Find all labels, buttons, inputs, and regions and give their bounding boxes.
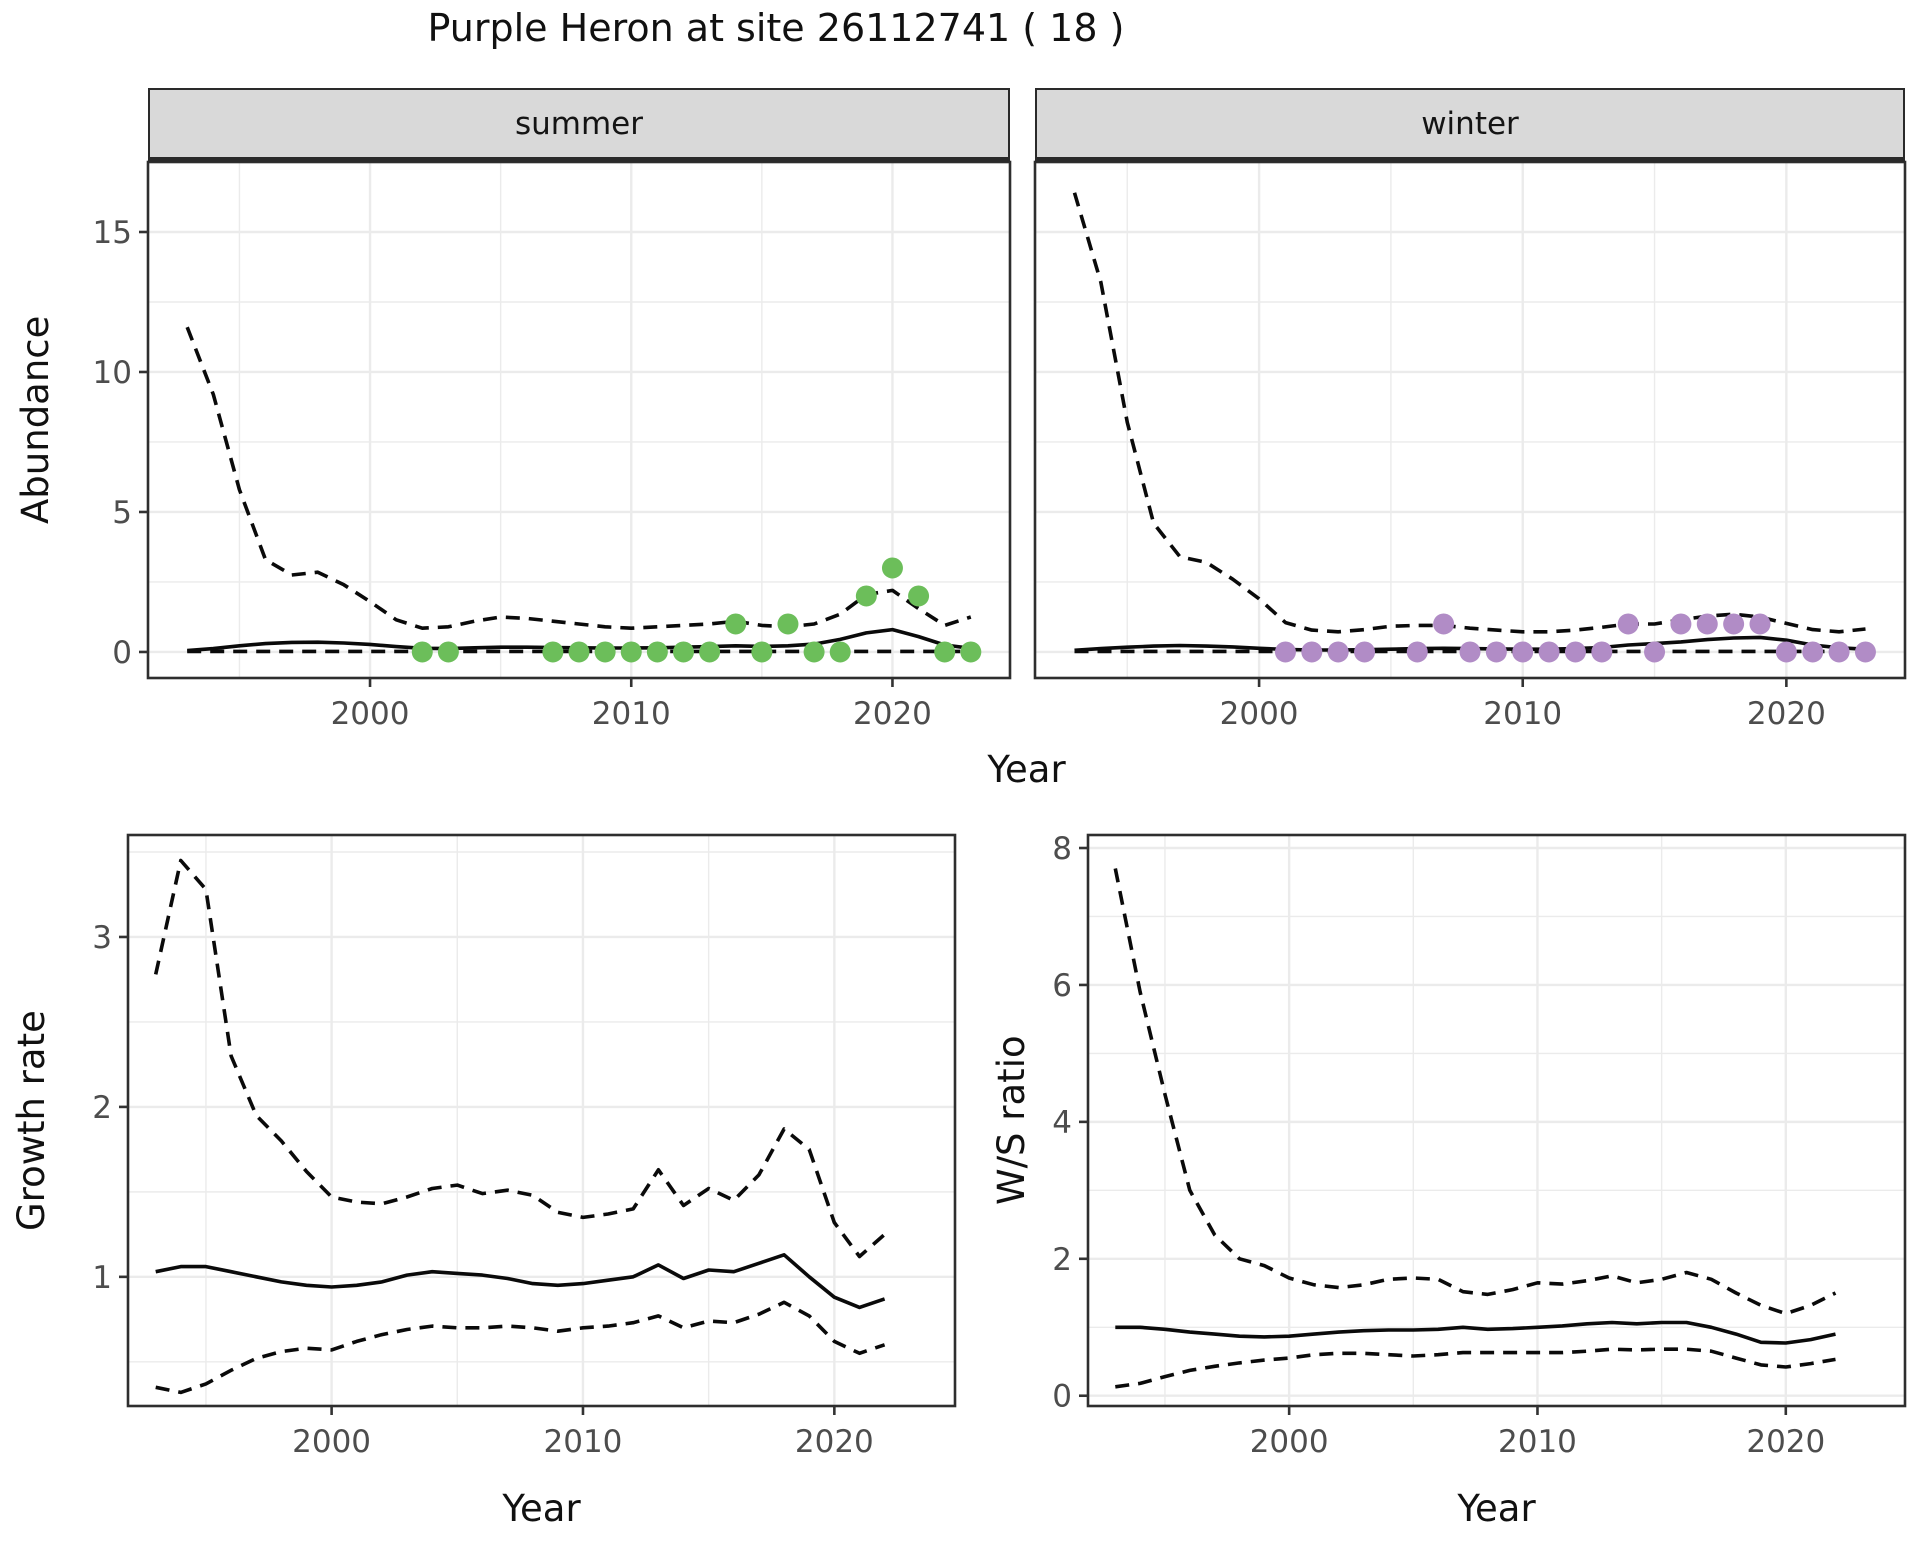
svg-text:4: 4 [1052,1105,1072,1141]
svg-text:2: 2 [92,1090,112,1126]
svg-text:2010: 2010 [1498,1424,1577,1460]
svg-text:3: 3 [92,920,112,956]
svg-text:2020: 2020 [1746,1424,1825,1460]
svg-text:15: 15 [93,215,132,251]
abundance-axis-title: Abundance [14,315,57,525]
growth-year-axis-title: Year [502,1487,581,1530]
ws-ratio-axis-title: W/S ratio [990,1035,1033,1206]
facet-strip-summer: summer [148,88,1010,162]
svg-text:2010: 2010 [1483,696,1562,732]
svg-text:2000: 2000 [1250,1424,1329,1460]
facet-strip-winter: winter [1035,88,1905,162]
svg-text:0: 0 [1052,1379,1072,1415]
ws-year-axis-title: Year [1457,1487,1536,1530]
svg-text:2010: 2010 [544,1424,623,1460]
facet-strip-winter-label: winter [1421,105,1519,142]
svg-text:2000: 2000 [292,1424,371,1460]
facet-strip-summer-label: summer [514,105,643,142]
svg-text:1: 1 [92,1260,112,1296]
svg-text:0: 0 [112,635,132,671]
svg-text:2020: 2020 [853,696,932,732]
chart-title: Purple Heron at site 26112741 ( 18 ) [427,6,1125,50]
growth-rate-axis-title: Growth rate [10,1010,53,1231]
svg-text:2010: 2010 [592,696,671,732]
svg-text:8: 8 [1052,831,1072,867]
svg-text:2020: 2020 [795,1424,874,1460]
svg-text:2000: 2000 [331,696,410,732]
svg-text:5: 5 [112,495,132,531]
svg-text:2: 2 [1052,1242,1072,1278]
top-year-axis-title: Year [987,748,1066,791]
svg-text:10: 10 [93,355,132,391]
svg-text:2000: 2000 [1220,696,1299,732]
svg-text:6: 6 [1052,968,1072,1004]
svg-text:2020: 2020 [1747,696,1826,732]
